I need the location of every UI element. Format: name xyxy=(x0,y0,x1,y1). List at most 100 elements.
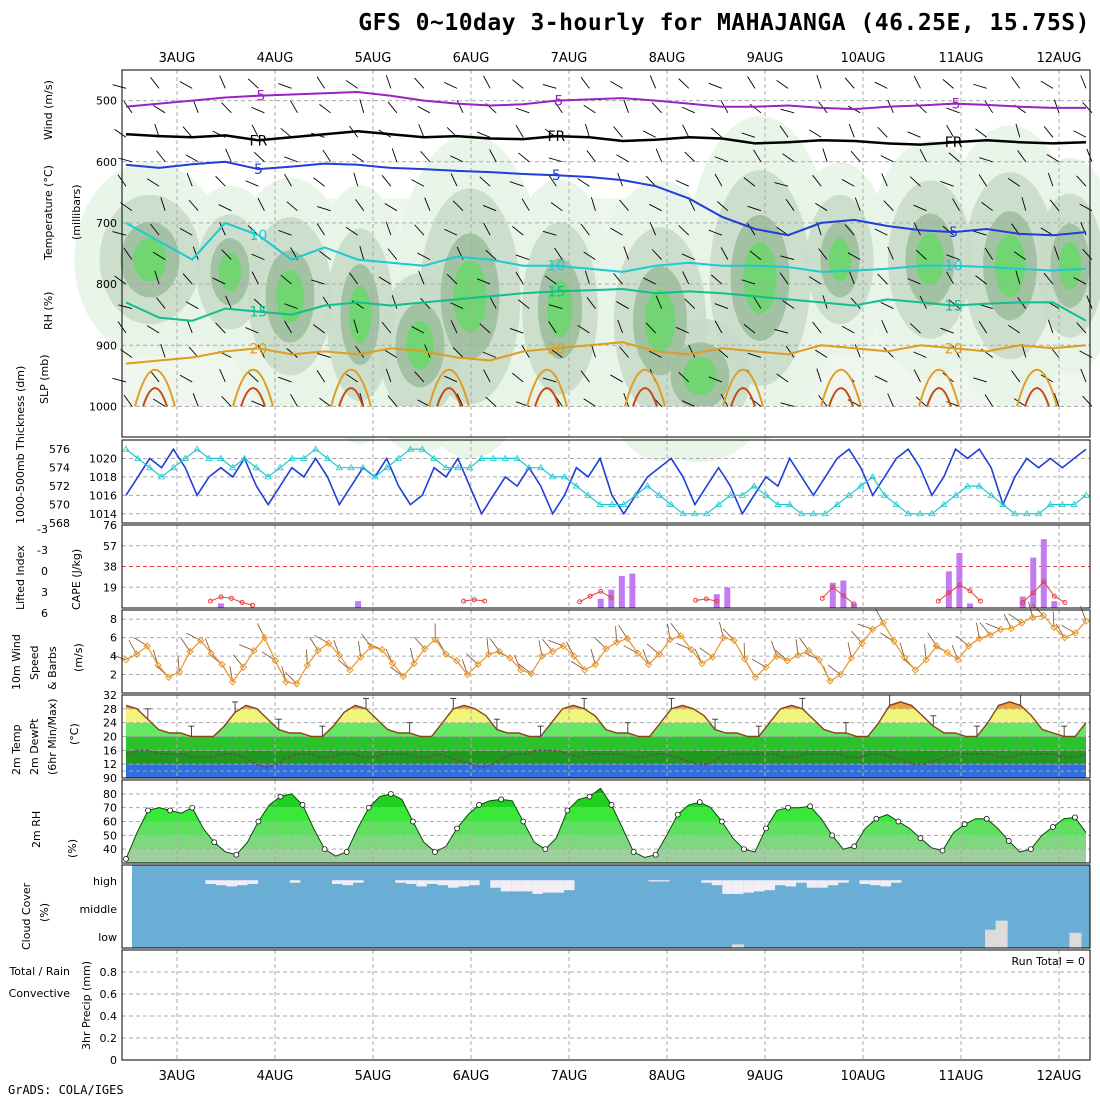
rh-shading xyxy=(74,115,1100,463)
wind-barb xyxy=(1007,178,1021,187)
wind-barb xyxy=(317,206,331,212)
wind-barb xyxy=(874,228,888,236)
wind-barb xyxy=(384,203,398,212)
wind-barb xyxy=(978,174,988,187)
wind10-marker xyxy=(868,625,877,634)
wind-barb xyxy=(818,248,828,260)
dewpoint-line xyxy=(125,749,1087,769)
wind10-marker xyxy=(623,634,632,643)
wind-barb xyxy=(355,199,365,211)
wind10-marker xyxy=(1018,619,1026,627)
date-label-bottom: 6AUG xyxy=(453,1069,490,1084)
wind10-marker xyxy=(410,659,418,668)
label-3hr-precip: 3hr Precip (mm) xyxy=(80,961,93,1050)
wind-barb xyxy=(815,202,828,212)
wind-barb xyxy=(311,279,325,285)
wind-barb xyxy=(684,298,696,309)
thickness-marker xyxy=(880,491,889,498)
rh-blob xyxy=(828,238,852,282)
lifted-index-point xyxy=(1020,599,1026,605)
wind10-marker xyxy=(132,650,141,658)
wind10-marker xyxy=(975,634,984,643)
wind10-marker xyxy=(1082,617,1090,625)
thickness-line xyxy=(125,448,1087,515)
wind-barb xyxy=(518,152,530,163)
wind-barb xyxy=(316,76,325,89)
thickness-marker xyxy=(620,500,628,507)
wind-barb xyxy=(452,200,464,212)
thickness-marker xyxy=(122,445,130,452)
wind-barb xyxy=(114,275,127,285)
wind-barb xyxy=(1021,197,1027,211)
wind-barb xyxy=(381,175,392,187)
precip-tick: 0.8 xyxy=(100,966,118,979)
wind-barb xyxy=(1040,227,1054,236)
wind-barb xyxy=(1073,130,1087,138)
wind-barb xyxy=(550,348,563,358)
temp-band xyxy=(126,736,1086,751)
wind-barb xyxy=(542,230,557,236)
wind10-tick: 8 xyxy=(110,613,117,626)
wind-barb xyxy=(316,223,325,236)
contour-label: 15 xyxy=(249,305,267,321)
wind10-marker xyxy=(1039,611,1048,620)
wind-barb xyxy=(975,275,987,285)
wind-barb xyxy=(485,396,497,407)
wind-barb xyxy=(779,272,789,285)
wind-barb xyxy=(809,129,822,138)
thickness-marker xyxy=(916,510,924,517)
rh-ylabels: 2m RH (%) xyxy=(30,811,79,858)
wind-barb xyxy=(509,181,524,187)
footer-credit: GrADS: COLA/IGES xyxy=(8,1083,124,1097)
wind-barb xyxy=(841,325,855,334)
thickness-marker xyxy=(691,510,699,517)
thickness-marker xyxy=(537,463,545,471)
wind10-marker xyxy=(740,655,749,663)
cloud-high-gap xyxy=(859,880,870,884)
label-cloud-units: (%) xyxy=(38,903,51,922)
wind10-marker xyxy=(804,646,813,655)
wind-barb xyxy=(278,83,292,89)
wind-barb xyxy=(225,295,232,309)
wind-barb xyxy=(542,84,557,89)
label-thickness: 1000-500mb Thickness (dm) xyxy=(14,366,27,524)
cloud-high-gap xyxy=(500,880,512,892)
wind-barb xyxy=(548,174,557,187)
wind10-marker xyxy=(271,657,280,665)
wind-barb xyxy=(542,377,557,383)
temp-contour-25 xyxy=(330,369,372,407)
wind-barb xyxy=(160,344,166,358)
gridlines-cape xyxy=(176,525,1060,608)
contour-label: 10 xyxy=(945,259,963,275)
date-label-bottom: 7AUG xyxy=(551,1069,588,1084)
rh-point xyxy=(674,811,681,818)
thickness-marker xyxy=(217,454,225,461)
wind10-marker xyxy=(602,645,610,653)
wind-barb xyxy=(613,126,623,138)
temp-contour-30 xyxy=(1024,387,1050,407)
wind-barb xyxy=(909,323,921,334)
contour-label: 15 xyxy=(547,284,565,300)
rh-tick: 80 xyxy=(103,788,117,801)
thickness-tick: 574 xyxy=(49,462,70,475)
cloud-level-label: middle xyxy=(79,903,117,916)
rh-point xyxy=(277,793,284,800)
wind-barb xyxy=(979,157,993,163)
label-slp: SLP (mb) xyxy=(38,354,51,404)
cloud-high-gap xyxy=(711,880,723,886)
cloud-high-gap xyxy=(542,880,554,893)
wind-barb xyxy=(219,75,226,89)
rh-point xyxy=(961,821,968,828)
wind10-marker xyxy=(186,647,194,656)
thickness-marker xyxy=(762,491,770,498)
wind-barb xyxy=(456,99,464,114)
yaxis-tick: 800 xyxy=(96,278,117,291)
thickness-marker xyxy=(963,482,972,489)
wind-barb xyxy=(907,278,921,285)
wind-barb xyxy=(1073,277,1087,285)
rh-point xyxy=(807,803,813,810)
slp-tick: 1016 xyxy=(89,489,117,502)
wind10-marker xyxy=(239,663,248,671)
wind-barb xyxy=(1076,322,1087,334)
